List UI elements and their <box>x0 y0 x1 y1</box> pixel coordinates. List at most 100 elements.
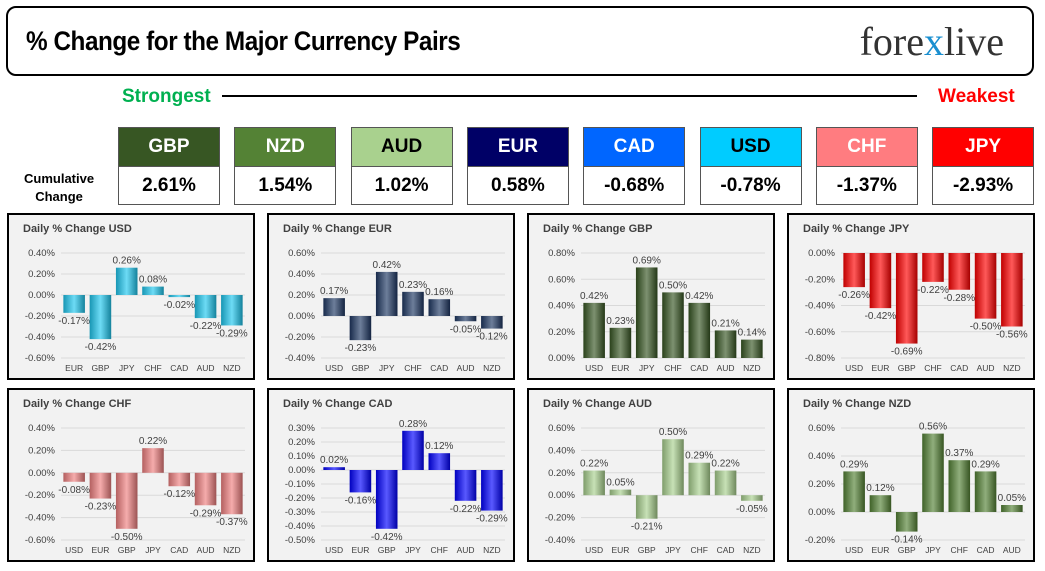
bar-aud <box>194 295 217 319</box>
cumulative-change-label: Cumulative Change <box>24 170 94 206</box>
data-label: 0.22% <box>139 436 167 447</box>
x-tick-label: USD <box>845 545 863 555</box>
data-label: -0.22% <box>917 285 949 296</box>
chart-jpy: Daily % Change JPY -0.80% -0.60% -0.40% -0.2… <box>787 213 1035 380</box>
x-tick-label: GBP <box>898 545 916 555</box>
currency-tile-usd: USD -0.78% <box>699 127 802 205</box>
x-tick-label: NZD <box>1003 363 1020 373</box>
x-tick-label: CAD <box>977 545 995 555</box>
x-tick-label: USD <box>585 545 603 555</box>
bar-cad <box>974 471 997 512</box>
x-tick-label: USD <box>65 545 83 555</box>
bar-aud <box>974 253 997 319</box>
data-label: -0.37% <box>216 517 248 528</box>
y-tick-label: 0.20% <box>548 468 575 479</box>
page-title: % Change for the Major Currency Pairs <box>26 26 461 56</box>
bar-cad <box>714 470 737 496</box>
x-tick-label: CAD <box>170 363 188 373</box>
x-tick-label: EUR <box>871 545 889 555</box>
data-label: -0.05% <box>736 504 768 515</box>
chart-title: Daily % Change CAD <box>283 398 393 410</box>
x-tick-label: AUD <box>197 545 215 555</box>
y-tick-label: 0.40% <box>808 451 835 462</box>
y-tick-label: 0.00% <box>808 248 835 259</box>
x-tick-label: GBP <box>118 545 136 555</box>
chart-eur: Daily % Change EUR -0.40% -0.20% 0.00% 0.20%… <box>267 213 515 380</box>
bar-gbp <box>375 470 398 529</box>
x-tick-label: USD <box>845 363 863 373</box>
y-tick-label: -0.10% <box>285 479 316 490</box>
currency-tile-chf: CHF -1.37% <box>815 127 918 205</box>
y-tick-label: -0.20% <box>25 311 56 322</box>
y-tick-label: 0.30% <box>288 423 315 434</box>
y-tick-label: 0.00% <box>28 290 55 301</box>
y-tick-label: -0.50% <box>285 535 316 546</box>
x-tick-label: USD <box>585 363 603 373</box>
x-tick-label: EUR <box>611 363 629 373</box>
x-tick-label: JPY <box>405 545 421 555</box>
data-label: -0.26% <box>838 290 870 301</box>
data-label: 0.69% <box>633 255 661 266</box>
y-tick-label: 0.00% <box>548 490 575 501</box>
data-label: 0.42% <box>685 291 713 302</box>
bar-usd <box>323 467 345 470</box>
data-label: 0.22% <box>711 459 739 470</box>
data-label: 0.22% <box>580 459 608 470</box>
currency-name: JPY <box>933 128 1034 167</box>
cumulative-value: -2.93% <box>933 167 1034 204</box>
currency-tile-cad: CAD -0.68% <box>583 127 686 205</box>
data-label: 0.02% <box>320 455 348 466</box>
chart-title: Daily % Change USD <box>23 223 132 235</box>
bar-cad <box>948 253 971 290</box>
y-tick-label: 0.20% <box>28 445 55 456</box>
data-label: -0.22% <box>450 504 482 515</box>
x-tick-label: CHF <box>951 545 968 555</box>
chart-usd: Daily % Change USD -0.60% -0.40% -0.20% 0.00… <box>7 213 255 380</box>
y-tick-label: 0.00% <box>548 353 575 364</box>
data-label: 0.50% <box>659 280 687 291</box>
data-label: -0.29% <box>476 514 508 525</box>
x-tick-label: NZD <box>223 545 240 555</box>
data-label: 0.42% <box>580 291 608 302</box>
currency-tile-aud: AUD 1.02% <box>350 127 453 205</box>
bar-chf <box>142 286 164 295</box>
x-tick-label: JPY <box>119 363 135 373</box>
x-tick-label: GBP <box>91 363 109 373</box>
y-tick-label: -0.20% <box>805 274 836 285</box>
bar-usd <box>323 298 345 316</box>
x-tick-label: CHF <box>924 363 941 373</box>
data-label: -0.23% <box>345 343 377 354</box>
data-label: -0.12% <box>476 332 508 343</box>
y-tick-label: 0.00% <box>288 465 315 476</box>
bar-usd <box>583 302 605 358</box>
bar-nzd <box>221 295 243 326</box>
x-tick-label: JPY <box>639 363 655 373</box>
cumulative-label-line1: Cumulative <box>24 171 95 186</box>
y-tick-label: 0.40% <box>28 248 55 259</box>
data-label: 0.17% <box>320 286 348 297</box>
chart-title: Daily % Change AUD <box>543 398 653 410</box>
y-tick-label: 0.10% <box>288 451 315 462</box>
bar-jpy <box>922 433 944 512</box>
chart-title: Daily % Change CHF <box>23 398 132 410</box>
bar-jpy <box>375 271 398 316</box>
x-tick-label: NZD <box>743 545 760 555</box>
data-label: -0.22% <box>190 321 222 332</box>
x-tick-label: USD <box>325 363 343 373</box>
currency-tile-jpy: JPY -2.93% <box>932 127 1035 205</box>
data-label: 0.29% <box>685 451 713 462</box>
y-tick-label: 0.40% <box>548 301 575 312</box>
bar-eur <box>349 470 372 493</box>
bar-jpy <box>662 439 684 496</box>
x-tick-label: CHF <box>691 545 708 555</box>
cumulative-value: -0.68% <box>584 167 685 204</box>
chart-aud: Daily % Change AUD -0.40% -0.20% 0.00% 0.20%… <box>527 388 775 562</box>
cumulative-value: 2.61% <box>119 167 219 204</box>
bar-aud <box>714 330 737 358</box>
bar-aud <box>454 470 477 501</box>
data-label: -0.05% <box>450 324 482 335</box>
bar-eur <box>869 253 892 309</box>
data-label: 0.56% <box>919 422 947 433</box>
y-tick-label: -0.40% <box>25 513 56 524</box>
y-tick-label: 0.60% <box>288 248 315 259</box>
